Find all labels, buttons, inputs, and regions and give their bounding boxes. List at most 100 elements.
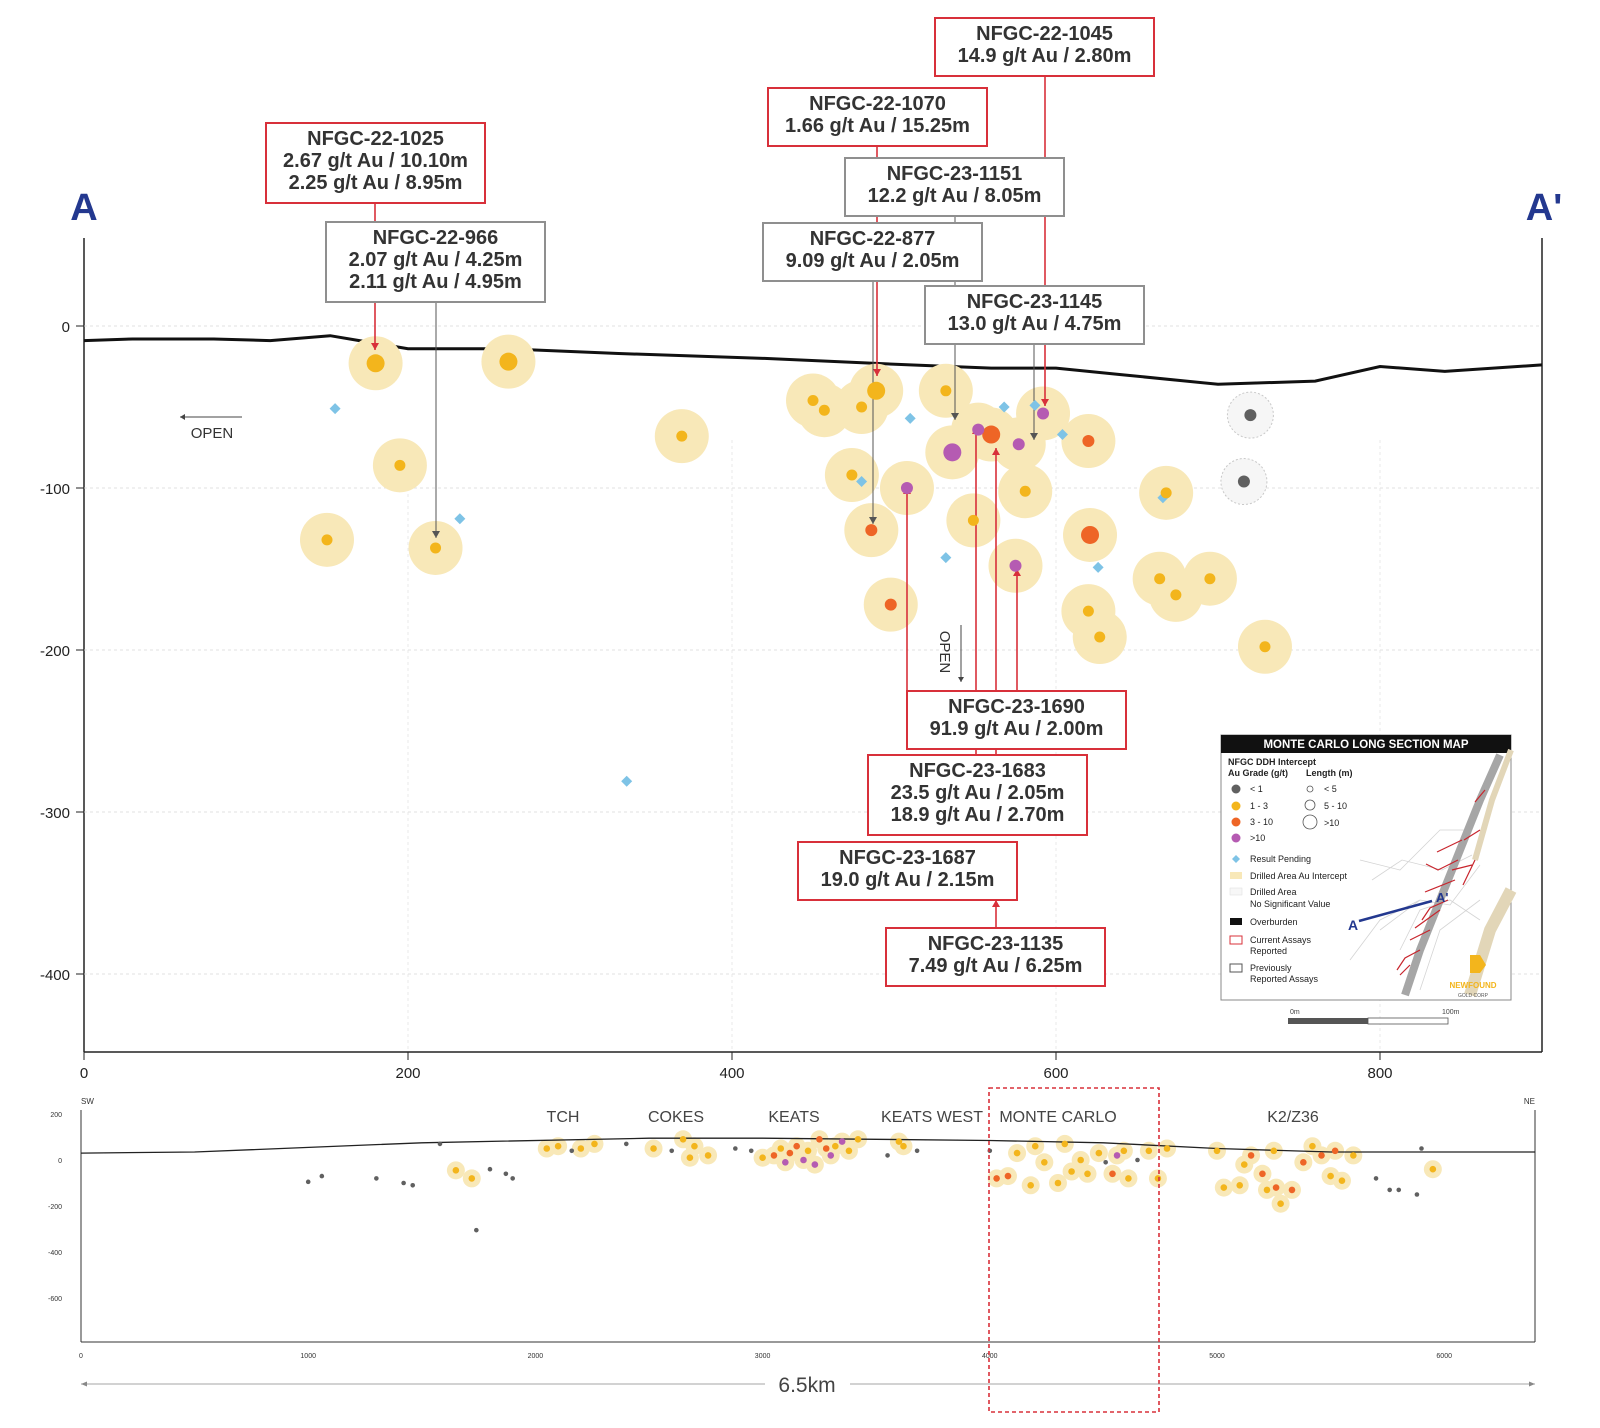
callout-assay-result: 1.66 g/t Au / 15.25m [785, 115, 970, 137]
overview-dot-low [437, 1141, 443, 1147]
overview-dot-low [1414, 1192, 1420, 1197]
overview-dot-mid [577, 1145, 585, 1152]
intercept-dot-mid [807, 395, 819, 407]
logo-text: NEWFOUND [1449, 981, 1496, 990]
pending-result-icon [904, 412, 916, 424]
callout-arrow-icon [992, 900, 1000, 907]
overview-dot-low [474, 1227, 479, 1233]
overview-y-tick-label: -600 [48, 1296, 62, 1303]
overburden-surface-line [83, 334, 1543, 386]
overview-y-tick-label: -200 [48, 1204, 62, 1211]
zone-k2-z36: K2/Z36 [1267, 1109, 1319, 1126]
overview-x-tick-label: 1000 [300, 1353, 316, 1360]
overview-sw-label: SW [81, 1097, 94, 1106]
legend-subtitle: NFGC DDH Intercept [1228, 757, 1316, 767]
overview-dot-mid [1125, 1175, 1132, 1182]
legend-grade-low-swatch [1231, 784, 1241, 794]
callout-assay-result: 2.67 g/t Au / 10.10m [283, 150, 468, 172]
overview-dot-mid [1213, 1147, 1221, 1155]
callout-box-border [924, 285, 1145, 345]
intercept-dot-mid [1082, 605, 1094, 617]
intercept-dot-mid [856, 401, 868, 413]
callout-assay-result: 7.49 g/t Au / 6.25m [909, 955, 1083, 977]
overview-dot-high [1300, 1159, 1307, 1166]
y-tick-label: -300 [40, 805, 70, 822]
overview-dot-mid [1031, 1142, 1039, 1150]
overview-dot-vhigh [838, 1138, 846, 1145]
overview-dot-mid [1429, 1165, 1437, 1173]
overview-dot-high [1247, 1152, 1255, 1159]
overview-dot-low [410, 1183, 416, 1188]
legend-nsv-swatch [1229, 887, 1243, 896]
overview-dot-high [1331, 1147, 1339, 1155]
intercept-dot-mid [321, 534, 333, 546]
overview-dots [305, 1136, 1437, 1233]
intercept-dot-vhigh [1012, 438, 1025, 451]
overview-dot-high [1259, 1170, 1266, 1178]
overview-dot-mid [895, 1138, 903, 1145]
overview-dot-low [374, 1176, 379, 1181]
length-arrow-left-icon [81, 1381, 87, 1387]
overview-dot-vhigh [800, 1156, 807, 1164]
callout-hole-id: NFGC-22-1025 [307, 128, 444, 150]
open-down-indicator: OPEN [936, 625, 964, 682]
overview-dot-low [503, 1171, 509, 1177]
overview-dot-low [1396, 1187, 1402, 1193]
intercept-dot-mid [676, 430, 688, 442]
overview-dot-mid [1077, 1156, 1084, 1164]
callout-assay-result: 2.11 g/t Au / 4.95m [349, 271, 522, 293]
callout-box-border [885, 927, 1106, 987]
pending-result-icon [1029, 399, 1041, 411]
legend-length-mid-swatch [1304, 799, 1316, 811]
overview-dot-mid [1084, 1170, 1091, 1178]
overview-dot-high [1109, 1170, 1116, 1178]
overview-dot-mid [1163, 1145, 1171, 1152]
overview-dot-mid [1041, 1159, 1048, 1166]
callout-box-border [867, 754, 1088, 836]
legend-grade-header: Au Grade (g/t) [1228, 768, 1288, 778]
intercept-dot-high [1081, 525, 1100, 544]
overview-dot-vhigh [811, 1161, 819, 1168]
overview-dot-low [885, 1153, 890, 1158]
legend-au-intercept: Drilled Area Au Intercept [1250, 871, 1348, 881]
overview-section: SW NE 2000-200-400-600 0 1000 2000 3000 4000… [48, 1087, 1536, 1413]
callout-hole-id: NFGC-22-1045 [976, 23, 1113, 45]
overview-dot-low [401, 1180, 406, 1186]
overview-dot-mid [1068, 1168, 1075, 1175]
overview-dot-mid [1240, 1161, 1248, 1168]
intercept-dot-mid [366, 354, 385, 373]
pending-result-icon [856, 476, 868, 488]
zone-cokes: COKES [648, 1109, 704, 1126]
overview-dot-mid [845, 1147, 853, 1155]
overview-dot-mid [554, 1142, 562, 1150]
legend-current: Current Assays [1250, 935, 1312, 945]
overview-dot-mid [686, 1154, 694, 1161]
legend-grade-vhigh-swatch [1231, 833, 1241, 843]
intercept-dot-mid [1094, 631, 1106, 643]
intercept-halos [300, 334, 1292, 674]
overview-dot-low [1135, 1157, 1140, 1163]
legend-length-small-swatch [1306, 785, 1314, 793]
callout-hole-id: NFGC-23-1135 [928, 933, 1064, 955]
overview-dot-high [816, 1136, 823, 1143]
overview-dot-high [793, 1142, 800, 1150]
callout-assay-result: 2.25 g/t Au / 8.95m [289, 172, 463, 194]
overview-dot-mid [900, 1142, 907, 1150]
overview-dot-mid [1270, 1147, 1278, 1155]
overview-x-tick-label: 5000 [1209, 1353, 1225, 1360]
callout-arrow-icon [873, 369, 881, 376]
callout-assay-result: 12.2 g/t Au / 8.05m [868, 185, 1042, 207]
open-left-label: OPEN [191, 425, 234, 442]
overview-dot-low [510, 1176, 515, 1181]
open-down-label: OPEN [936, 631, 953, 674]
overview-dot-low [1103, 1160, 1108, 1165]
inset-location-map: A A' NEWFOUND GOLD CORP [1348, 748, 1517, 999]
